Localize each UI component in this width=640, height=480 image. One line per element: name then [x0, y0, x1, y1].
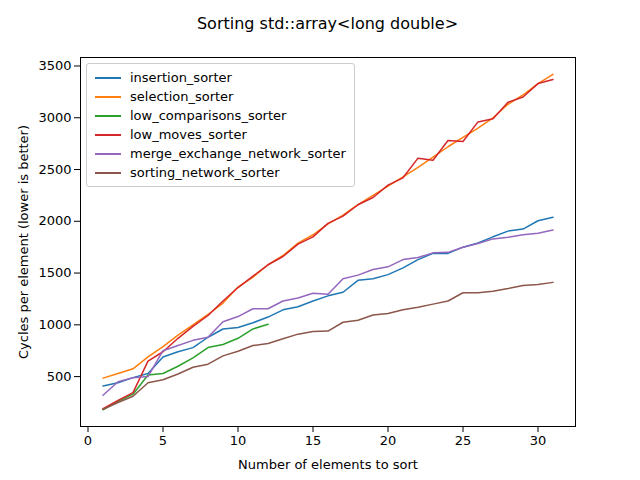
svg-text:3000: 3000 — [38, 110, 71, 125]
svg-text:1000: 1000 — [38, 317, 71, 332]
svg-text:5: 5 — [159, 433, 167, 448]
svg-text:Number of elements to sort: Number of elements to sort — [238, 457, 418, 472]
svg-text:3500: 3500 — [38, 58, 71, 73]
svg-text:500: 500 — [47, 369, 72, 384]
html-text:selection_sorter: selection_sorter — [130, 89, 234, 104]
svg-text:0: 0 — [84, 433, 92, 448]
svg-text:2000: 2000 — [38, 213, 71, 228]
html-text:merge_exchange_network_sorter: merge_exchange_network_sorter — [130, 146, 346, 161]
svg-text:30: 30 — [530, 433, 547, 448]
svg-text:1500: 1500 — [38, 265, 71, 280]
svg-text:15: 15 — [305, 433, 322, 448]
svg-text:2500: 2500 — [38, 162, 71, 177]
html-text:insertion_sorter: insertion_sorter — [130, 70, 232, 85]
svg-text:10: 10 — [230, 433, 247, 448]
html-text:sorting_network_sorter: sorting_network_sorter — [130, 165, 280, 180]
html-text:low_moves_sorter: low_moves_sorter — [130, 127, 247, 142]
svg-text:20: 20 — [380, 433, 397, 448]
svg-text:25: 25 — [455, 433, 472, 448]
html-text:low_comparisons_sorter: low_comparisons_sorter — [130, 108, 287, 123]
svg-text:Cycles per element (lower is b: Cycles per element (lower is better) — [16, 125, 31, 359]
html-text:Sorting std::array<long double: Sorting std::array<long double> — [197, 14, 458, 33]
